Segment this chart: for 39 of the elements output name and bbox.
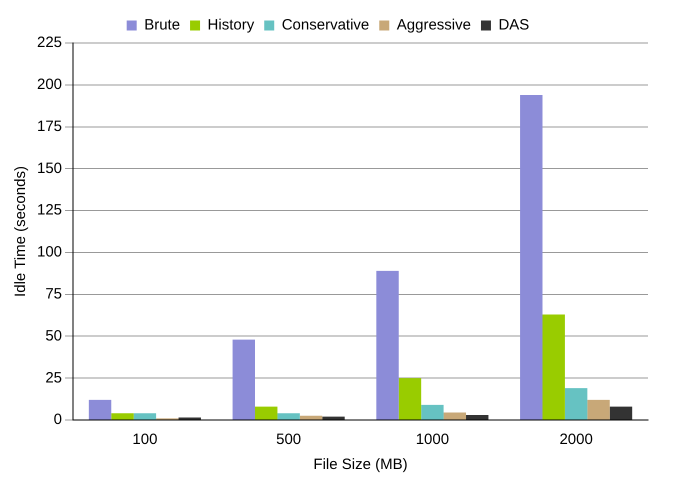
y-tick-label: 125 — [36, 202, 62, 219]
bar — [520, 94, 542, 420]
x-axis-title: File Size (MB) — [313, 456, 408, 474]
bar — [111, 413, 134, 420]
y-tick-label: 225 — [36, 34, 62, 52]
x-tick-label: 1000 — [416, 431, 450, 448]
legend-label: Brute — [144, 16, 180, 34]
x-tick-label: 2000 — [559, 431, 593, 448]
bar — [232, 340, 256, 420]
legend-label: Aggressive — [396, 16, 471, 34]
y-tick-label: 75 — [45, 285, 62, 302]
legend-label: History — [208, 16, 255, 34]
bar — [376, 270, 399, 420]
bar — [421, 404, 444, 420]
bar — [277, 413, 300, 420]
y-tick-label: 100 — [36, 244, 62, 261]
bar — [542, 314, 565, 420]
legend-label: Conservative — [282, 16, 370, 34]
bar — [255, 406, 278, 420]
y-tick-label: 25 — [45, 369, 62, 386]
bar — [444, 412, 466, 420]
y-tick-label: 200 — [36, 76, 62, 94]
bar — [466, 414, 488, 420]
y-tick-label: 150 — [36, 160, 62, 177]
x-tick-label: 100 — [132, 431, 158, 448]
bar — [322, 416, 345, 420]
y-axis-title: Idle Time (seconds) — [12, 166, 30, 297]
legend-label: DAS — [498, 16, 530, 34]
y-tick-label: 0 — [54, 411, 62, 428]
bar — [610, 406, 632, 420]
y-tick-label: 175 — [36, 118, 62, 135]
bar — [300, 416, 322, 420]
bar — [587, 400, 610, 420]
bar — [88, 400, 112, 420]
x-tick-label: 500 — [276, 431, 302, 448]
bar — [564, 388, 588, 420]
y-tick-label: 50 — [45, 327, 62, 344]
bar — [398, 378, 422, 420]
bar — [134, 413, 156, 420]
